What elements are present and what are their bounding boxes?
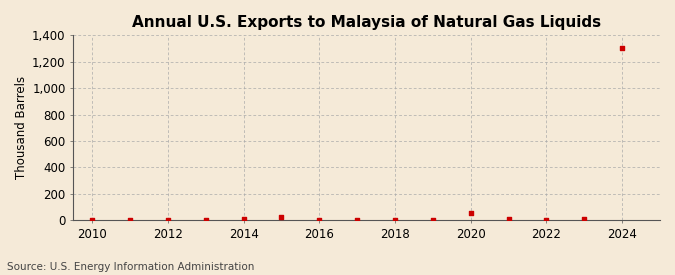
Point — [541, 218, 552, 222]
Point — [427, 218, 438, 222]
Point — [465, 211, 476, 215]
Title: Annual U.S. Exports to Malaysia of Natural Gas Liquids: Annual U.S. Exports to Malaysia of Natur… — [132, 15, 601, 30]
Point — [125, 218, 136, 222]
Point — [238, 217, 249, 221]
Point — [617, 46, 628, 50]
Point — [579, 217, 590, 221]
Point — [314, 218, 325, 222]
Point — [200, 218, 211, 222]
Y-axis label: Thousand Barrels: Thousand Barrels — [15, 76, 28, 179]
Point — [389, 218, 400, 222]
Point — [503, 217, 514, 221]
Point — [87, 218, 98, 222]
Point — [163, 218, 173, 222]
Text: Source: U.S. Energy Information Administration: Source: U.S. Energy Information Administ… — [7, 262, 254, 272]
Point — [276, 215, 287, 220]
Point — [352, 218, 362, 222]
